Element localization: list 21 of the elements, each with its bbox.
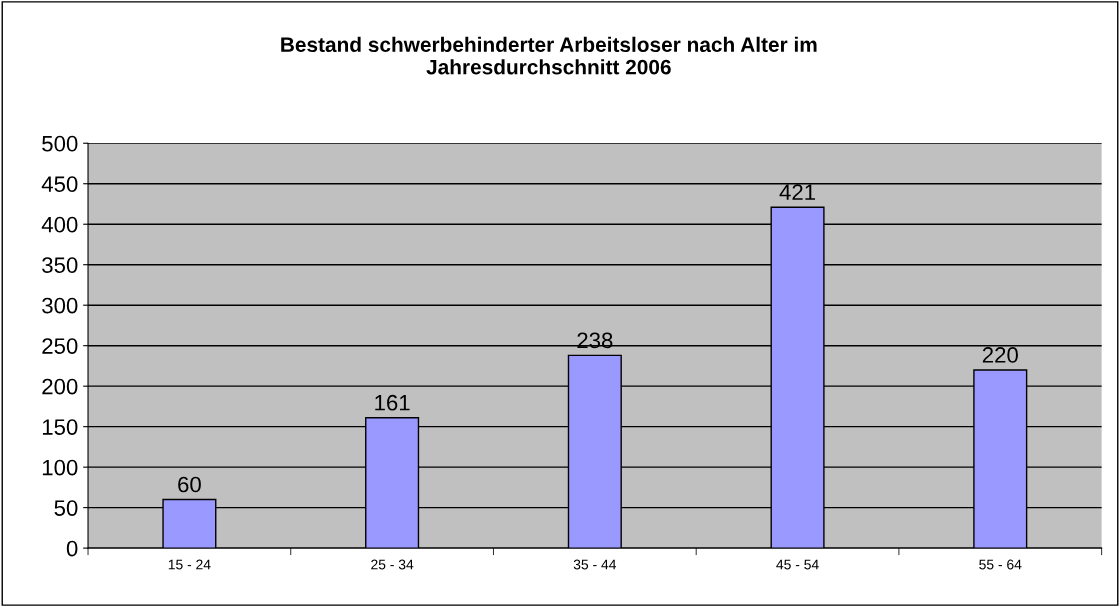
y-tick-label: 0 [66, 540, 78, 557]
y-tick-label: 300 [42, 297, 78, 314]
x-tick-label: 25 - 34 [371, 559, 414, 570]
y-tick-label: 450 [41, 176, 78, 193]
x-tick-label: 15 - 24 [168, 559, 211, 570]
data-label: 220 [982, 347, 1018, 363]
data-label: 60 [178, 476, 201, 493]
chart-title: Bestand schwerbehinderter Arbeitsloser nach Alter im Jahresdurchschnitt 2006 [281, 36, 817, 75]
y-tick-label: 50 [54, 500, 78, 516]
data-label: 161 [375, 394, 410, 411]
y-tick-label: 100 [42, 459, 78, 476]
data-label: 421 [779, 184, 816, 200]
y-tick-label: 200 [42, 378, 78, 395]
x-tick-label: 35 - 44 [573, 559, 617, 570]
x-tick-label: 45 - 54 [776, 559, 819, 570]
y-tick-label: 150 [42, 419, 78, 435]
y-tick-label: 400 [41, 216, 78, 233]
x-tick-label: 55 - 64 [979, 559, 1022, 570]
y-tick-label: 500 [42, 135, 78, 152]
y-tick-label: 350 [42, 257, 78, 273]
y-tick-label: 250 [42, 338, 78, 354]
